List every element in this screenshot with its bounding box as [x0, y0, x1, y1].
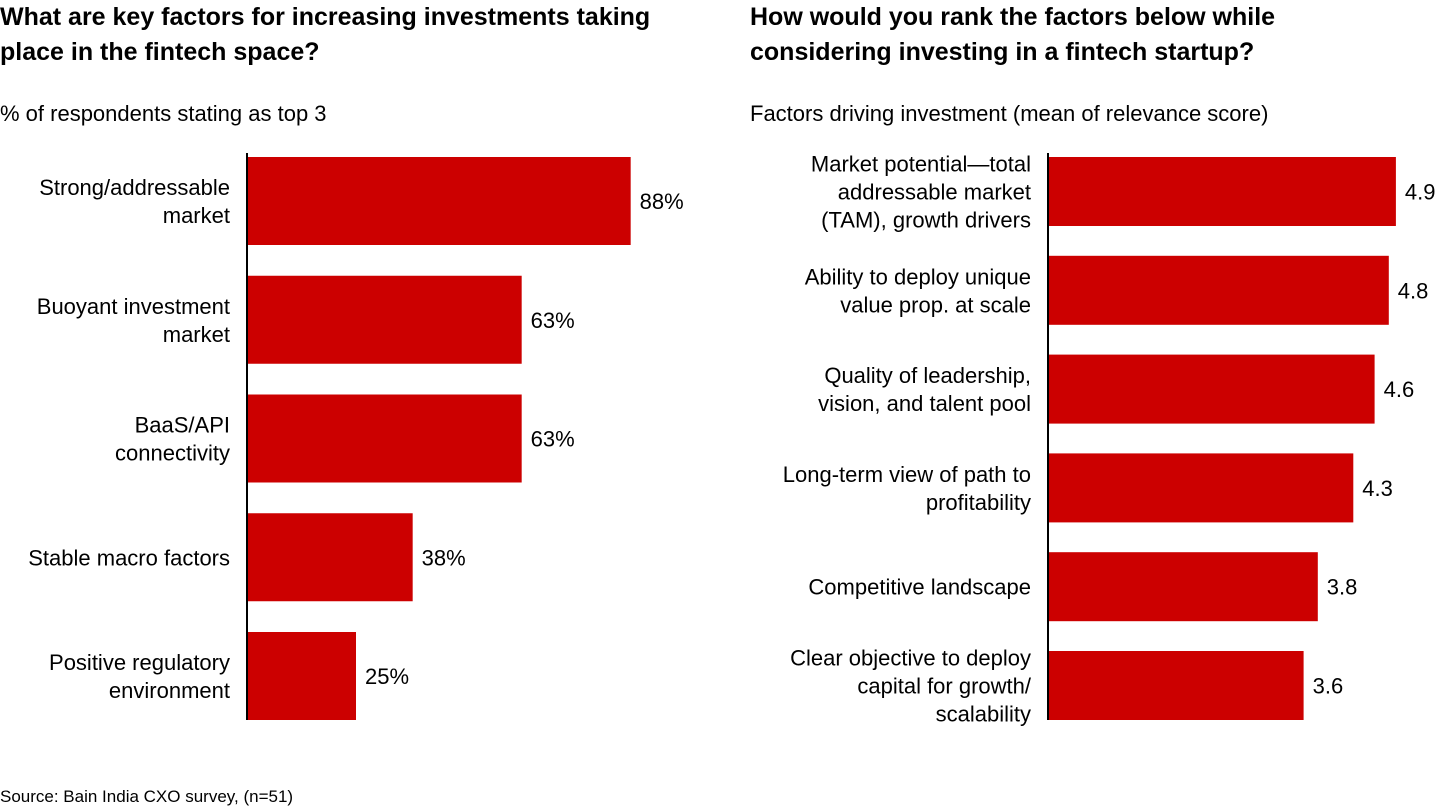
- bar-5: [1048, 651, 1304, 720]
- chart-left: 88% Strong/addressable market 63% Buoyant in…: [28, 153, 684, 720]
- category-label-1-line-0: Ability to deploy unique: [805, 264, 1031, 289]
- category-label-2-line-1: vision, and talent pool: [818, 391, 1031, 416]
- value-label-0: 4.9: [1405, 180, 1436, 205]
- category-label-4-line-1: environment: [109, 678, 230, 703]
- right-chart-subtitle: Factors driving investment (mean of rele…: [750, 101, 1269, 126]
- value-label-2: 4.6: [1384, 377, 1415, 402]
- category-label-2-line-0: Quality of leadership,: [824, 363, 1031, 388]
- value-label-1: 63%: [531, 308, 575, 333]
- left-chart-subtitle: % of respondents stating as top 3: [0, 101, 327, 126]
- category-label-2-line-0: BaaS/API: [135, 413, 230, 438]
- bar-0: [1048, 157, 1396, 226]
- value-label-4: 3.8: [1327, 575, 1358, 600]
- bar-3: [1048, 453, 1354, 523]
- source-note: Source: Bain India CXO survey, (n=51): [0, 787, 294, 806]
- bar-4: [247, 632, 356, 720]
- right-chart-title: How would you rank the factors below whi…: [750, 3, 1276, 66]
- category-label-0-line-1: addressable market: [838, 180, 1031, 205]
- category-label-0-line-1: market: [163, 203, 230, 228]
- category-label-3-line-1: profitability: [926, 490, 1031, 515]
- category-label-1-line-0: Buoyant investment: [37, 294, 230, 319]
- chart-right: 4.9 Market potential—total addressable mar…: [783, 152, 1436, 727]
- value-label-5: 3.6: [1313, 674, 1344, 699]
- bar-3: [247, 513, 413, 602]
- category-label-3-line-0: Stable macro factors: [28, 545, 230, 570]
- category-label-4-line-0: Positive regulatory: [49, 650, 230, 675]
- value-label-1: 4.8: [1398, 278, 1429, 303]
- left-chart-title: What are key factors for increasing inve…: [0, 3, 651, 66]
- category-label-0-line-2: (TAM), growth drivers: [821, 208, 1031, 233]
- bar-4: [1048, 552, 1318, 622]
- category-label-1-line-1: value prop. at scale: [840, 292, 1031, 317]
- value-label-0: 88%: [640, 189, 684, 214]
- value-label-4: 25%: [365, 664, 409, 689]
- category-label-2-line-1: connectivity: [115, 441, 230, 466]
- category-label-5-line-1: capital for growth/: [857, 674, 1032, 699]
- category-label-5-line-0: Clear objective to deploy: [790, 646, 1031, 671]
- bar-1: [247, 275, 522, 364]
- category-label-5-line-2: scalability: [936, 702, 1031, 727]
- value-label-2: 63%: [531, 427, 575, 452]
- category-label-0-line-0: Strong/addressable: [39, 175, 230, 200]
- bar-0: [247, 157, 631, 245]
- category-label-0-line-0: Market potential—total: [811, 152, 1031, 177]
- value-label-3: 4.3: [1362, 476, 1393, 501]
- value-label-3: 38%: [422, 545, 466, 570]
- category-label-1-line-1: market: [163, 322, 230, 347]
- bar-2: [247, 394, 522, 483]
- category-label-3-line-0: Long-term view of path to: [783, 462, 1031, 487]
- category-label-4-line-0: Competitive landscape: [808, 575, 1031, 600]
- bar-1: [1048, 255, 1389, 325]
- bar-2: [1048, 354, 1375, 424]
